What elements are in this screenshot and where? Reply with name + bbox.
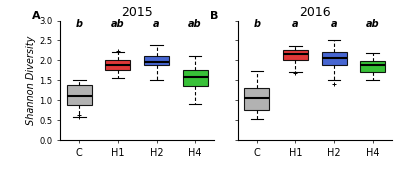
- Text: A: A: [32, 11, 41, 21]
- Text: a: a: [331, 19, 338, 29]
- Y-axis label: Shannon Diversity: Shannon Diversity: [26, 36, 36, 125]
- Text: a: a: [292, 19, 299, 29]
- Text: ab: ab: [188, 19, 202, 29]
- PathPatch shape: [244, 88, 270, 110]
- Text: ab: ab: [366, 19, 380, 29]
- PathPatch shape: [144, 56, 169, 65]
- PathPatch shape: [322, 52, 347, 65]
- Title: 2015: 2015: [121, 6, 153, 19]
- Text: a: a: [153, 19, 160, 29]
- Text: B: B: [210, 11, 218, 21]
- Text: b: b: [253, 19, 260, 29]
- PathPatch shape: [105, 60, 130, 70]
- Title: 2016: 2016: [299, 6, 331, 19]
- Text: b: b: [76, 19, 83, 29]
- PathPatch shape: [283, 50, 308, 60]
- Text: ab: ab: [111, 19, 125, 29]
- PathPatch shape: [360, 61, 385, 72]
- PathPatch shape: [67, 85, 92, 105]
- PathPatch shape: [182, 70, 208, 86]
